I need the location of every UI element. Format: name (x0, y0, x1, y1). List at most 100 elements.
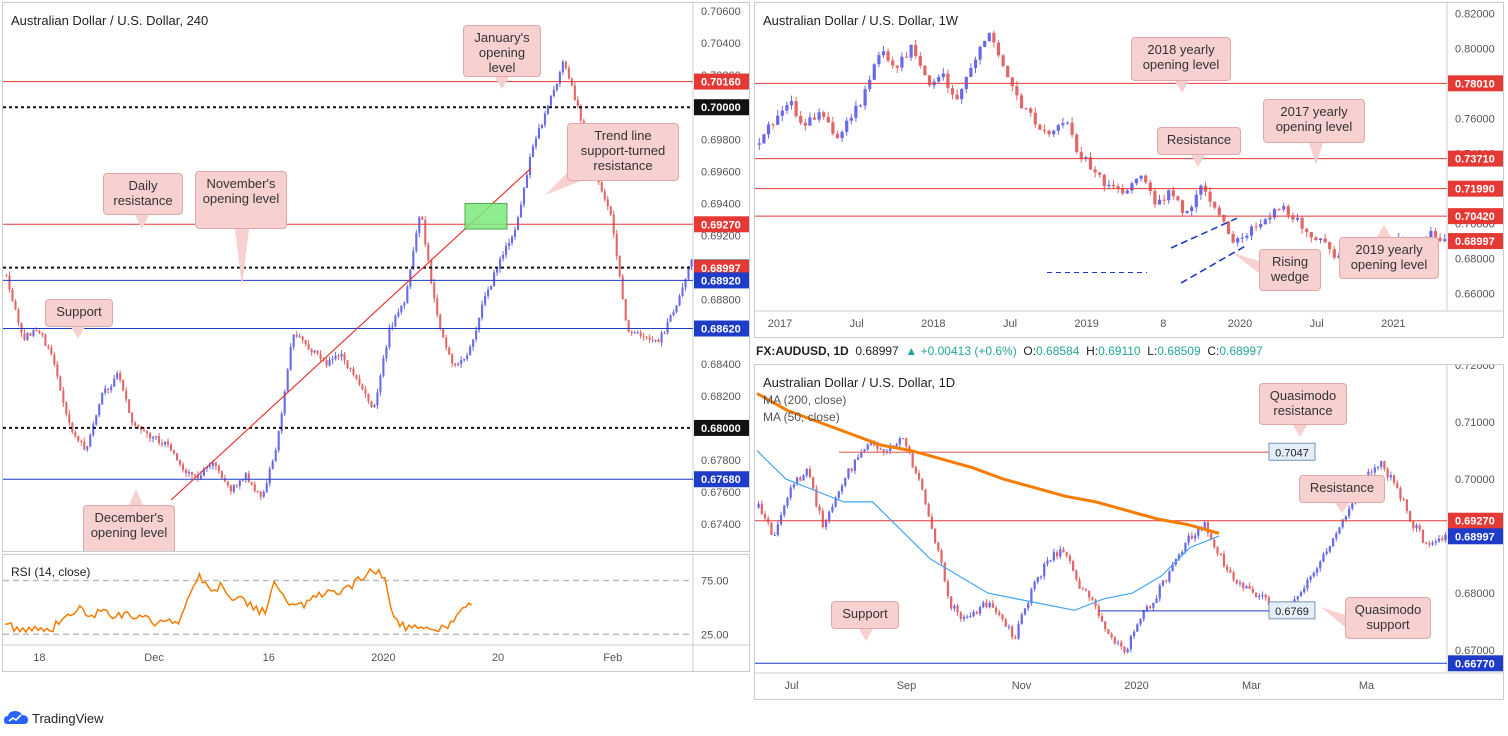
svg-w1-candle-body-26 (877, 55, 881, 65)
tradingview-brand[interactable]: TradingView (4, 710, 104, 726)
d1-chart-panel[interactable]: 0.720000.710000.700000.690000.680000.670… (754, 364, 1504, 700)
svg-h4-candle-body-166 (502, 254, 505, 259)
pointer-daily-resistance (135, 215, 149, 229)
svg-h4-candle-body-133 (403, 303, 406, 306)
svg-w1-candle-body-33 (909, 44, 913, 58)
svg-h4-level-label-box-1 (694, 99, 749, 116)
svg-h4-candle-body-9 (32, 330, 35, 336)
svg-d1-candle-body-32 (860, 452, 863, 458)
svg-d1-candle-body-102 (1084, 589, 1088, 591)
svg-h4-level-label-6: 0.68620 (701, 324, 741, 336)
svg-h4-candle-body-25 (80, 440, 83, 442)
svg-d1-candle-body-200 (1399, 488, 1402, 500)
svg-h4-candle-body-209 (630, 331, 633, 334)
svg-d1-candle-body-62 (956, 605, 959, 613)
svg-d1-candle-body-29 (850, 468, 853, 471)
svg-h4-candle-body-207 (624, 298, 627, 321)
svg-h4-candle-body-95 (289, 346, 292, 370)
svg-h4-candle-body-55 (169, 444, 173, 451)
svg-w1-candle-body-21 (854, 105, 858, 118)
rsi-title: RSI (14, close) (11, 565, 91, 579)
svg-w1-candle-body-9 (799, 116, 803, 123)
svg-d1-candle-body-199 (1396, 482, 1399, 489)
svg-d1-candle-body-133 (1184, 542, 1187, 552)
d1-chart-svg[interactable]: 0.720000.710000.700000.690000.680000.670… (755, 365, 1504, 700)
svg-h4-candle-body-1 (8, 275, 11, 290)
svg-h4-candle-body-226 (681, 287, 684, 297)
svg-h4-level-label-box-8 (694, 471, 749, 488)
svg-w1-candle-body-92 (1180, 200, 1185, 213)
svg-d1-candle-body-46 (905, 438, 908, 447)
svg-w1-candle-body-14 (822, 112, 826, 117)
svg-w1-level-label-box-2 (1448, 180, 1503, 197)
svg-d1-candle-body-135 (1190, 535, 1193, 539)
w1-chart-svg[interactable]: 0.820000.800000.780000.760000.740000.720… (755, 3, 1504, 338)
svg-d1-x-tick-5: Ma (1359, 680, 1375, 692)
svg-w1-candle-body-65 (1056, 125, 1060, 131)
svg-d1-candle-body-208 (1425, 542, 1428, 544)
svg-h4-candle-body-93 (283, 391, 286, 414)
svg-d1-candle-body-179 (1331, 538, 1335, 547)
svg-h4-candle-body-131 (397, 312, 400, 317)
svg-h4-candle-body-181 (546, 105, 549, 114)
summary-last: 0.68997 (855, 344, 899, 358)
svg-w1-candle-body-35 (918, 55, 922, 66)
svg-w1-candle-body-102 (1226, 221, 1231, 234)
svg-h4-y-tick-7: 0.69200 (701, 231, 741, 243)
svg-h4-candle-body-186 (561, 61, 564, 73)
svg-h4-candle-body-177 (534, 138, 538, 147)
svg-d1-candle-body-15 (805, 469, 808, 476)
svg-h4-candle-body-119 (361, 384, 364, 390)
svg-h4-level-label-5: 0.68920 (701, 275, 741, 287)
svg-d1-candle-body-127 (1165, 580, 1168, 582)
svg-w1-x-tick-4: 2019 (1074, 318, 1098, 330)
svg-w1-candle-body-82 (1134, 178, 1139, 184)
svg-d1-candle-body-148 (1232, 572, 1235, 580)
svg-h4-candle-body-56 (172, 450, 176, 454)
svg-w1-candle-body-126 (1337, 255, 1341, 258)
svg-d1-candle-body-193 (1376, 466, 1380, 468)
svg-w1-candle-body-60 (1033, 112, 1037, 125)
svg-h4-candle-body-5 (20, 322, 23, 333)
svg-h4-candle-body-68 (208, 465, 211, 467)
svg-h4-candle-body-86 (262, 492, 265, 497)
svg-d1-candle-body-131 (1177, 554, 1181, 560)
svg-w1-level-label-4: 0.68997 (1455, 236, 1495, 248)
svg-h4-candle-body-187 (564, 61, 567, 68)
svg-w1-candle-body-114 (1282, 206, 1286, 210)
svg-h4-candle-body-42 (131, 412, 134, 423)
svg-d1-candle-body-51 (921, 479, 924, 490)
svg-h4-candle-body-159 (481, 304, 484, 318)
w1-chart-panel[interactable]: 0.820000.800000.780000.760000.740000.720… (754, 2, 1504, 338)
svg-h4-candle-body-40 (125, 390, 128, 400)
svg-d1-level-label-1: 0.69270 (1455, 516, 1495, 528)
svg-d1-candle-body-147 (1229, 569, 1232, 573)
svg-w1-candle-body-27 (881, 51, 886, 56)
svg-d1-candle-body-65 (966, 616, 969, 618)
h4-chart-svg[interactable]: 0.706000.704000.702000.700000.698000.696… (3, 3, 750, 552)
svg-d1-candle-body-146 (1226, 566, 1229, 570)
svg-h4-candle-body-114 (346, 360, 349, 368)
svg-w1-candle-body-20 (849, 117, 853, 121)
svg-h4-candle-body-142 (430, 260, 433, 283)
svg-h4-candle-body-172 (519, 204, 523, 218)
svg-d1-candle-body-144 (1219, 553, 1222, 555)
svg-w1-candle-body-117 (1295, 217, 1300, 220)
rsi-panel[interactable]: 75.00 25.00 18 Dec 16 2020 20 Feb RSI (14, clos… (2, 554, 750, 672)
svg-h4-candle-body-229 (690, 259, 693, 267)
h4-chart-panel[interactable]: 0.706000.704000.702000.700000.698000.696… (2, 2, 750, 552)
svg-d1-candle-body-194 (1380, 461, 1383, 467)
svg-d1-candle-body-136 (1193, 535, 1197, 539)
svg-w1-level-label-box-3 (1448, 208, 1503, 225)
pointer-2019 (1377, 225, 1391, 237)
svg-h4-candle-body-58 (178, 459, 182, 465)
svg-d1-candle-body-124 (1155, 598, 1158, 603)
svg-h4-candle-body-63 (193, 474, 196, 476)
svg-w1-candle-body-76 (1107, 184, 1111, 187)
svg-d1-candle-body-153 (1248, 585, 1251, 589)
svg-h4-candle-body-152 (460, 360, 463, 365)
svg-d1-candle-body-55 (933, 528, 937, 543)
svg-w1-candle-body-113 (1277, 209, 1281, 211)
svg-h4-y-tick-12: 0.68200 (701, 391, 741, 403)
